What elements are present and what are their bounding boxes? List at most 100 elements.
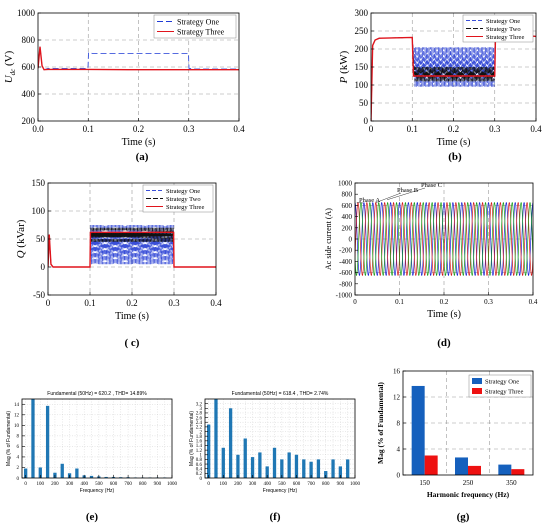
annotation-arrow: [386, 187, 426, 200]
series-group: [355, 202, 533, 276]
panel-label-a: (a): [136, 151, 149, 163]
legend-box: [468, 374, 532, 398]
spectrum-bar: [75, 468, 79, 478]
x-tick-label: 0.2: [440, 298, 449, 306]
y-tick-label: -200: [339, 247, 352, 255]
y-tick-label: -1000: [336, 291, 353, 299]
chart-g: 150 250 350 0 4 8 12 16 Harmonic frequency (Hz) M…: [376, 368, 534, 523]
y-tick-label: 800: [342, 191, 353, 199]
y-tick-label: 600: [22, 62, 36, 72]
panel-label-f: (f): [270, 511, 281, 523]
spectrum-bar: [228, 408, 233, 478]
x-tick-label: 0.3: [489, 124, 501, 134]
series-line-strategy-three: [48, 231, 216, 268]
legend-label: Strategy One: [177, 17, 219, 26]
spectrum-bar: [316, 459, 321, 478]
x-tick-label: 400: [80, 482, 88, 487]
spectrum-bar: [272, 447, 277, 478]
legend-swatch: [472, 378, 482, 384]
y-tick-label: 0.6: [196, 463, 203, 468]
y-tick-label: 200: [342, 224, 353, 232]
panel-label-d: (d): [437, 337, 451, 349]
y-tick-label: 2.2: [196, 426, 203, 431]
legend-swatch: [472, 388, 482, 394]
legend-box: [153, 14, 237, 39]
y-axis-label-unit: (kVar): [15, 219, 27, 250]
series-group: [48, 224, 216, 268]
y-tick-label: 0: [200, 477, 203, 482]
panel-label-c: ( c): [125, 337, 140, 349]
legend-label: Strategy Three: [166, 204, 204, 211]
y-axis-label: P (kW): [338, 50, 350, 84]
spectrum-bar: [280, 459, 284, 478]
x-tick-label: 100: [220, 482, 228, 487]
legend-label: Strategy One: [166, 188, 200, 195]
x-tick-label: 700: [124, 482, 132, 487]
x-axis-label: Time (s): [437, 137, 471, 148]
x-tick-label: 0.4: [529, 298, 538, 306]
y-tick-label: 2: [200, 430, 203, 435]
y-tick-label: 100: [32, 206, 46, 216]
spectrum-bar: [89, 475, 94, 478]
spectrum-bar: [221, 447, 225, 478]
y-tick-label: 6: [17, 445, 20, 450]
series-line-strategy-three: [38, 46, 239, 71]
x-axis-label: Time (s): [115, 311, 149, 322]
y-axis-label: Udc (V): [3, 50, 17, 83]
panel-label-g: (g): [457, 511, 470, 523]
legend-label: Strategy One: [485, 379, 519, 386]
y-axis-label-sub: dc: [9, 68, 17, 76]
y-tick-label: 1000: [338, 179, 353, 187]
x-tick-label: 1000: [167, 482, 178, 487]
spectrum-bar: [243, 438, 247, 478]
spectrum-bar: [331, 459, 335, 478]
y-tick-label: 400: [22, 89, 36, 99]
spectrum-bar: [236, 454, 240, 478]
chart-f: 0 100 200 300 400 500 600 700 800 900 100000.20.40…: [189, 391, 361, 523]
spectrum-bar: [250, 457, 255, 478]
y-axis-label-main: Q: [15, 250, 27, 258]
x-tick-label: 0.1: [84, 298, 95, 308]
y-tick-label: 0: [349, 235, 353, 243]
x-tick-label: 600: [293, 482, 301, 487]
x-tick-label: 300: [66, 482, 74, 487]
y-tick-label: 8: [397, 420, 401, 428]
legend-label: Strategy Three: [485, 389, 523, 396]
chart-a: 0.0 0.1 0.2 0.3 0.4 200 400 600 800 1000 Time (s) U…: [3, 8, 245, 163]
x-tick-label: 0.0: [32, 124, 44, 134]
y-tick-label: 0.8: [196, 458, 203, 463]
spectrum-bar: [265, 466, 269, 478]
chart-title: Fundamental (50Hz) = 618.4 , THD= 2.74%: [232, 391, 329, 397]
legend-label: Strategy One: [486, 18, 520, 25]
legend-label: Strategy Three: [486, 34, 524, 41]
x-tick-label: 0: [353, 298, 357, 306]
series-line-strategy-one: [38, 46, 239, 71]
x-tick-label: 0.3: [183, 124, 195, 134]
x-tick-label: 700: [307, 482, 315, 487]
y-tick-label: -800: [339, 280, 352, 288]
x-tick-label: 0.1: [83, 124, 94, 134]
y-tick-label: 2.4: [196, 421, 203, 426]
x-tick-label: 900: [337, 482, 345, 487]
y-tick-label: 50: [359, 98, 369, 108]
y-tick-label: 50: [36, 234, 46, 244]
legend-box: [462, 14, 534, 43]
y-tick-label: -50: [33, 290, 45, 300]
spectrum-bar: [324, 471, 328, 478]
y-tick-label: 1.4: [196, 444, 203, 449]
chart-e: 0 100 200 300 400 500 600 700 800 900 1000 0 2 4 6 8 10 1…: [6, 391, 178, 523]
x-tick-label: 0.2: [126, 298, 137, 308]
x-tick-label: 0.2: [133, 124, 144, 134]
x-tick-label: 0.4: [530, 124, 542, 134]
x-tick-label: 400: [263, 482, 271, 487]
x-tick-label: 500: [278, 482, 286, 487]
y-axis-label-unit: (V): [3, 50, 15, 68]
legend: Strategy One Strategy Three: [468, 374, 532, 398]
plot-frame: [204, 398, 356, 479]
chart-d: 0 0.1 0.2 0.3 0.4 -1000 -800 -600 -400 -200 0 200 40…: [324, 179, 538, 349]
series-line-strategy-one: [371, 30, 536, 121]
